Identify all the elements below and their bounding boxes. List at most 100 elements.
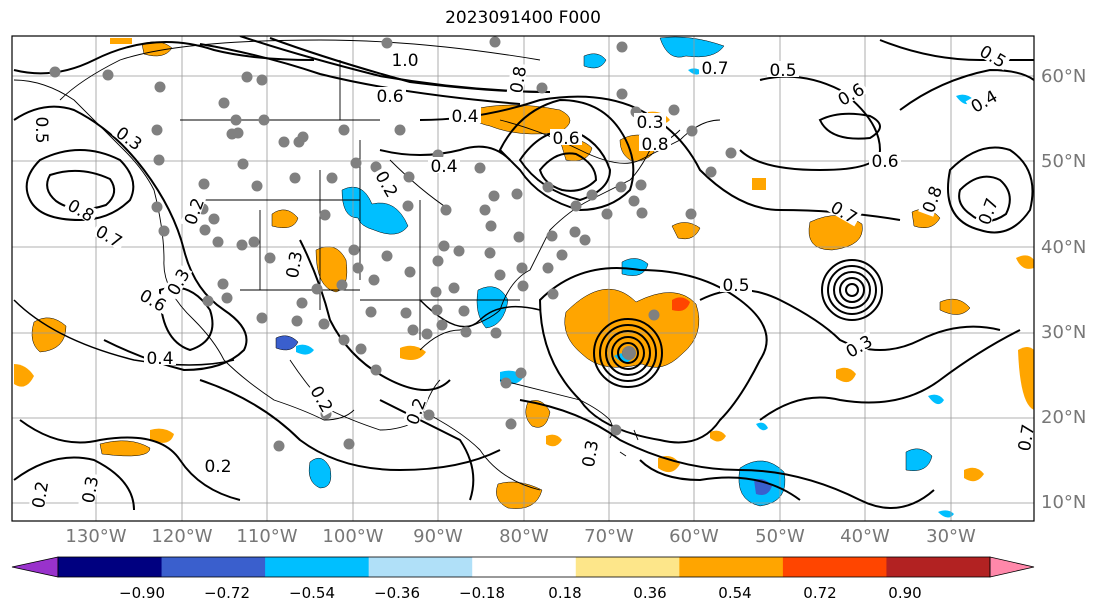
contour-label-bg bbox=[449, 107, 481, 123]
contour-label-bg bbox=[162, 263, 193, 300]
shade-orange bbox=[400, 345, 426, 360]
colorbar-tick-label: −0.72 bbox=[204, 584, 250, 602]
contour-label: 0.8 bbox=[507, 65, 531, 95]
contour-label-bg bbox=[974, 193, 1001, 229]
colorbar-tick-label: −0.54 bbox=[289, 584, 335, 602]
colorbar-segment bbox=[58, 557, 163, 577]
station-dots bbox=[49, 36, 737, 452]
contour-label-group: 0.2 bbox=[180, 193, 209, 229]
contour-label-group: 0.4 bbox=[449, 107, 481, 127]
contour-label-bg bbox=[35, 114, 51, 146]
colorbar-segment bbox=[575, 557, 680, 577]
lon-label-80w: 80°W bbox=[499, 526, 549, 547]
contour-label-bg bbox=[634, 113, 666, 129]
contour-label: 0.8 bbox=[641, 135, 668, 155]
colorbar-segment bbox=[679, 557, 784, 577]
contour-label: 0.6 bbox=[376, 87, 403, 107]
lat-label-20n: 20°N bbox=[1041, 407, 1087, 428]
shade-blue bbox=[341, 186, 409, 235]
shade-red bbox=[672, 297, 690, 311]
contour-label-bg bbox=[506, 62, 528, 97]
shade-blue bbox=[938, 510, 954, 518]
lat-label-50n: 50°N bbox=[1041, 151, 1087, 172]
colorbar-tick-label: −0.36 bbox=[374, 584, 420, 602]
contour-label-group: 0.4 bbox=[144, 349, 176, 369]
colorbar-tick-label: 0.72 bbox=[803, 584, 837, 602]
contour-label: 0.5 bbox=[31, 116, 51, 143]
contour-label-group: 0.7 bbox=[826, 196, 863, 229]
contour-label-group: 0.5 bbox=[767, 61, 799, 81]
contour-label: 0.6 bbox=[871, 152, 898, 172]
shade-orange bbox=[1018, 347, 1034, 410]
shade-blue bbox=[756, 422, 768, 431]
colorbar-frame bbox=[57, 556, 991, 578]
contour-label-bg bbox=[840, 330, 877, 361]
contour-label-group: 0.4 bbox=[428, 157, 460, 177]
contour-label-group: 0.7 bbox=[699, 59, 731, 79]
contour-label-group: 0.3 bbox=[634, 113, 666, 133]
lon-label-30w: 30°W bbox=[926, 526, 976, 547]
contour-label-bg bbox=[720, 276, 752, 292]
shade-blue bbox=[659, 36, 725, 58]
contour-label: 0.3 bbox=[636, 113, 663, 133]
lon-label-50w: 50°W bbox=[755, 526, 805, 547]
contour-label-bg bbox=[918, 181, 945, 217]
contour-lines bbox=[13, 36, 1034, 511]
contour-labels: 0.5 0.30.80.70.20.30.60.40.20.30.20.31.00… bbox=[28, 40, 1039, 512]
colorbar-tick-label: 0.54 bbox=[718, 584, 752, 602]
contour-label: 1.0 bbox=[391, 51, 418, 71]
contour-label-group: 0.6 bbox=[832, 78, 869, 111]
shade-orange bbox=[671, 222, 701, 240]
shade-blue bbox=[308, 457, 332, 489]
contour-label-bg bbox=[550, 129, 582, 145]
shade-orange bbox=[14, 364, 34, 387]
contour-label-bg bbox=[180, 193, 207, 229]
shade-blue bbox=[583, 53, 607, 69]
shade-blue bbox=[275, 335, 299, 351]
shade-blue bbox=[296, 344, 314, 355]
colorbar-tick-label: 0.90 bbox=[888, 584, 922, 602]
colorbar-segment bbox=[265, 557, 370, 577]
shade-orange bbox=[525, 400, 551, 428]
contour-label: 0.6 bbox=[552, 129, 579, 149]
contour-label: 0.7 bbox=[701, 59, 728, 79]
lon-label-110w: 110°W bbox=[236, 526, 298, 547]
contour-label-bg bbox=[402, 393, 429, 429]
colorbar-tick-label: 0.18 bbox=[548, 584, 582, 602]
lon-label-100w: 100°W bbox=[322, 526, 384, 547]
contour-label: 0.3 bbox=[579, 439, 603, 469]
map-title: 2023091400 F000 bbox=[445, 8, 601, 28]
contour-label-group: 0.6 bbox=[869, 152, 901, 172]
lon-label-70w: 70°W bbox=[584, 526, 634, 547]
contour-label: 0.2 bbox=[29, 480, 53, 510]
shade-blue bbox=[621, 258, 649, 276]
colorbar-segment bbox=[886, 557, 991, 577]
contour-label-group: 1.0 bbox=[389, 51, 421, 71]
contour-label-bg bbox=[965, 85, 1002, 116]
contour-label-group: 0.3 bbox=[282, 247, 307, 282]
contour-label-bg bbox=[112, 121, 148, 154]
contour-label-bg bbox=[826, 196, 863, 227]
contour-label-group: 0.8 bbox=[639, 135, 671, 155]
lat-label-10n: 10°N bbox=[1041, 492, 1087, 513]
contour-label-bg bbox=[389, 51, 421, 67]
contour-label-bg bbox=[869, 152, 901, 168]
contour-label: 0.7 bbox=[1015, 423, 1039, 453]
shade-orange bbox=[710, 430, 726, 442]
contour-label: 0.2 bbox=[204, 457, 231, 477]
graticule bbox=[12, 36, 1034, 521]
contour-label: 0.5 bbox=[722, 276, 749, 296]
contour-label-group: 0.3 bbox=[78, 472, 103, 507]
shade-blue bbox=[476, 286, 509, 329]
colorbar-segment bbox=[368, 557, 473, 577]
contour-label-bg bbox=[578, 436, 600, 471]
contour-label-bg bbox=[144, 349, 176, 365]
contour-label: 0.4 bbox=[451, 107, 478, 127]
colorbar-segment bbox=[472, 557, 577, 577]
lat-label-40n: 40°N bbox=[1041, 237, 1087, 258]
shade-orange bbox=[1016, 255, 1034, 269]
contour-label-bg bbox=[832, 78, 869, 109]
contour-label-bg bbox=[1014, 420, 1034, 455]
shade-orange bbox=[99, 440, 151, 457]
